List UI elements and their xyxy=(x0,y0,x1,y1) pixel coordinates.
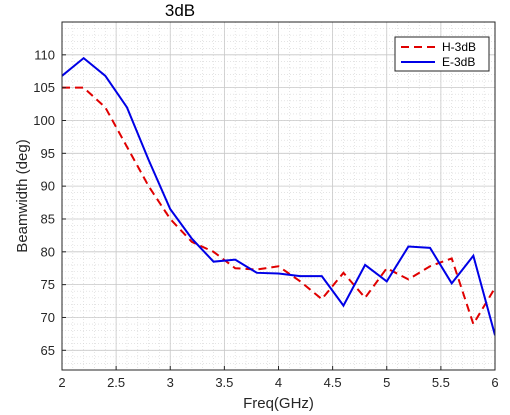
series-line-H-3dB xyxy=(62,86,495,327)
y-tick-label: 95 xyxy=(41,146,55,161)
y-tick-label: 75 xyxy=(41,277,55,292)
x-tick-label: 2 xyxy=(58,375,65,390)
y-tick-label: 110 xyxy=(34,47,55,62)
legend-box xyxy=(394,36,490,72)
x-axis-title: Freq(GHz) xyxy=(243,395,314,412)
x-tick-label: 4.5 xyxy=(324,375,342,390)
y-axis: 65 70 75 80 85 90 95 100 105 110 xyxy=(33,47,66,358)
y-tick-label: 85 xyxy=(41,211,55,226)
y-tick-label: 70 xyxy=(41,310,55,325)
y-tick-label: 100 xyxy=(33,113,55,128)
x-tick-label: 2.5 xyxy=(107,375,125,390)
y-axis-title: Beamwidth (deg) xyxy=(14,139,31,252)
x-tick-label: 3.5 xyxy=(215,375,233,390)
legend-label-E-3dB: E-3dB xyxy=(442,55,475,69)
y-tick-label: 65 xyxy=(41,343,55,358)
x-tick-label: 3 xyxy=(167,375,174,390)
y-tick-label: 105 xyxy=(33,80,55,95)
x-tick-label: 5.5 xyxy=(432,375,450,390)
series-line-E-3dB xyxy=(62,56,495,336)
x-axis: 2 2.5 3 3.5 4 4.5 5 5.5 6 xyxy=(58,366,499,390)
y-tick-label: 90 xyxy=(41,179,55,194)
x-tick-label: 6 xyxy=(491,375,498,390)
legend-label-H-3dB: H-3dB xyxy=(442,40,476,54)
x-tick-label: 5 xyxy=(383,375,390,390)
y-tick-label: 80 xyxy=(41,244,55,259)
series-layer xyxy=(62,56,495,336)
chart-title: 3dB xyxy=(165,1,195,20)
x-tick-label: 4 xyxy=(275,375,282,390)
